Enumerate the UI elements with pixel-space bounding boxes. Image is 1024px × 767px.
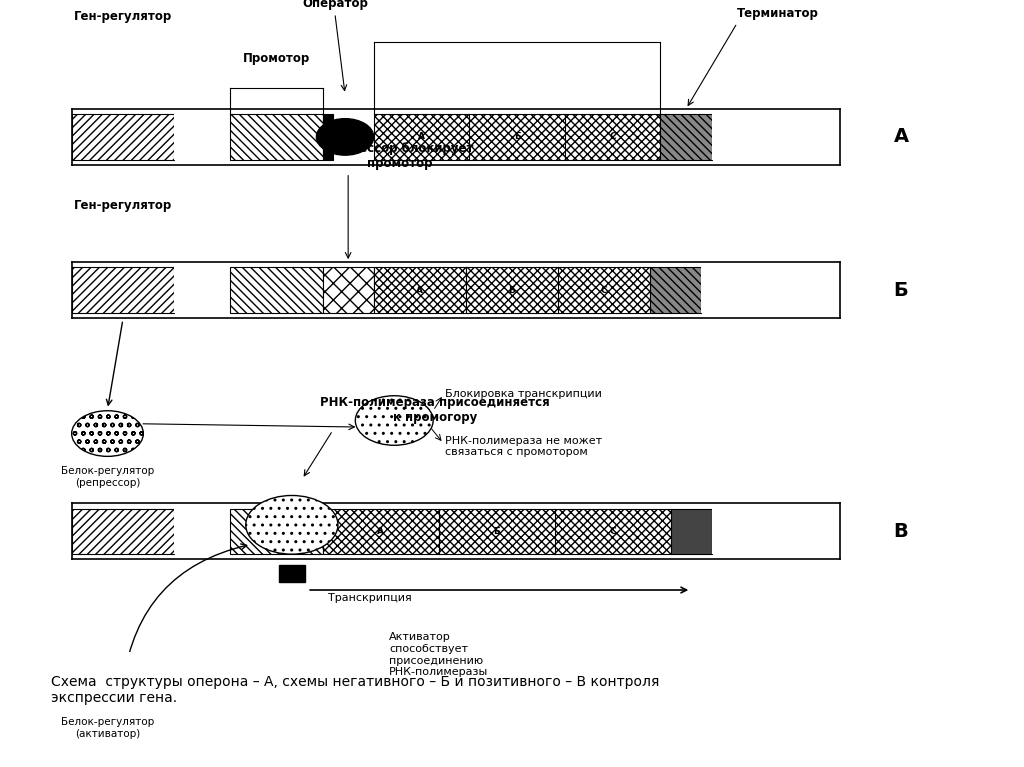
FancyArrowPatch shape	[123, 544, 247, 682]
Text: Ген-регулятор: Ген-регулятор	[74, 10, 172, 23]
Text: Б: Б	[894, 281, 908, 300]
Text: Б: Б	[514, 133, 520, 141]
Bar	[660, 114, 712, 160]
Bar	[230, 509, 323, 554]
Bar	[230, 114, 323, 160]
Bar	[174, 509, 230, 554]
Text: Активатор
способствует
присоединению
РНК-полимеразы: Активатор способствует присоединению РНК…	[389, 632, 488, 677]
Bar	[323, 114, 333, 160]
Bar	[323, 509, 671, 554]
Bar	[671, 509, 712, 554]
Bar	[374, 114, 660, 160]
Text: Репрессор блокирует
промотор: Репрессор блокирует промотор	[326, 141, 473, 170]
Circle shape	[246, 495, 338, 554]
Text: Терминатор: Терминатор	[737, 7, 819, 19]
Bar	[323, 267, 374, 313]
Bar	[89, 673, 123, 694]
Bar	[72, 267, 174, 313]
Text: Б: Б	[494, 527, 500, 536]
Text: A: A	[418, 133, 425, 141]
Text: A: A	[417, 285, 423, 295]
Text: C: C	[609, 133, 616, 141]
Text: РНК-полимераза не может
связаться с промотором: РНК-полимераза не может связаться с пром…	[445, 436, 602, 457]
FancyBboxPatch shape	[41, 13, 983, 646]
Text: Б: Б	[509, 285, 515, 295]
Text: Блокировка транскрипции: Блокировка транскрипции	[445, 390, 602, 400]
Text: A: A	[377, 527, 384, 536]
Bar	[174, 267, 230, 313]
Text: C: C	[609, 527, 616, 536]
Text: A: A	[894, 127, 908, 146]
Bar	[72, 509, 174, 554]
Text: Белок-регулятор
(активатор): Белок-регулятор (активатор)	[60, 717, 155, 739]
Text: РНК-полимераза присоединяется
к промогору: РНК-полимераза присоединяется к промогор…	[321, 396, 550, 423]
Bar	[712, 114, 840, 160]
Bar	[374, 267, 650, 313]
Bar	[650, 267, 701, 313]
Text: Транскрипция: Транскрипция	[328, 594, 412, 604]
Text: Ген-регулятор: Ген-регулятор	[74, 199, 172, 212]
Bar	[72, 114, 174, 160]
Circle shape	[316, 119, 374, 155]
Text: Оператор: Оператор	[302, 0, 368, 10]
Bar	[279, 565, 305, 581]
Circle shape	[355, 396, 433, 446]
Text: Белок-регулятор
(репрессор): Белок-регулятор (репрессор)	[60, 466, 155, 488]
Text: Промотор: Промотор	[243, 52, 310, 65]
Text: В: В	[894, 522, 908, 541]
Bar	[712, 509, 840, 554]
Text: C: C	[601, 285, 607, 295]
Circle shape	[72, 410, 143, 456]
Bar	[701, 267, 840, 313]
Bar	[174, 114, 230, 160]
Bar	[230, 267, 323, 313]
Text: Схема  структуры оперона – А, схемы негативного – Б и позитивного – В контроля
э: Схема структуры оперона – А, схемы негат…	[51, 675, 659, 705]
